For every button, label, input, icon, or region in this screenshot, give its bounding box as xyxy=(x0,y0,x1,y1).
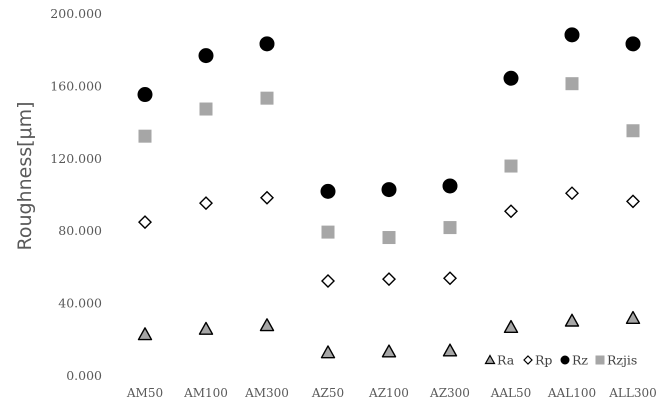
data-point-rzjis xyxy=(260,91,274,105)
data-point-rz xyxy=(137,87,153,103)
x-tick-label: ALL300 xyxy=(608,386,657,400)
legend-marker-triangle-icon xyxy=(484,354,496,365)
data-point-rp xyxy=(504,204,518,219)
data-point-rzjis xyxy=(565,77,579,91)
legend: Ra Rp Rz Rzjis xyxy=(484,353,637,368)
x-tick-label: AAL100 xyxy=(547,386,596,400)
data-markers xyxy=(137,27,641,359)
data-point-rzjis xyxy=(321,225,335,239)
y-tick-label: 0.000 xyxy=(66,368,102,383)
data-point-rp xyxy=(626,194,640,209)
legend-label: Rp xyxy=(535,353,552,368)
data-point-rz xyxy=(198,48,214,64)
data-point-rp xyxy=(443,271,457,286)
data-point-rzjis xyxy=(626,124,640,138)
data-point-rp xyxy=(321,273,335,288)
legend-label: Rzjis xyxy=(607,353,637,368)
data-point-ra xyxy=(442,343,458,357)
data-point-rz xyxy=(503,70,519,86)
x-tick-label: AM300 xyxy=(244,386,289,400)
y-tick-label: 40.000 xyxy=(58,296,102,311)
data-point-ra xyxy=(259,318,275,332)
x-axis-ticks: AM50 AM100 AM300 AZ50 AZ100 AZ300 AAL50 AAL100 A… xyxy=(126,386,657,400)
legend-label: Ra xyxy=(497,353,515,368)
data-point-ra xyxy=(625,310,641,324)
x-tick-label: AM50 xyxy=(126,386,163,400)
data-point-rz xyxy=(564,27,580,43)
x-tick-label: AZ50 xyxy=(311,386,344,400)
data-point-ra xyxy=(137,327,153,341)
legend-marker-diamond-icon xyxy=(523,355,533,365)
y-axis-label: Roughness[μm] xyxy=(14,101,36,250)
x-tick-label: AAL50 xyxy=(490,386,532,400)
data-point-rp xyxy=(565,186,579,201)
y-axis-ticks: 0.000 40.000 80.000 120.000 160.000 200.000 xyxy=(50,6,102,383)
data-point-rz xyxy=(625,36,641,52)
data-point-rz xyxy=(320,183,336,199)
data-point-ra xyxy=(320,345,336,359)
data-point-rp xyxy=(260,190,274,205)
legend-label: Rz xyxy=(572,353,588,368)
legend-item-rz: Rz xyxy=(560,353,588,368)
x-tick-label: AM100 xyxy=(183,386,228,400)
data-point-rzjis xyxy=(382,231,396,245)
data-point-ra xyxy=(564,313,580,327)
series-rzjis xyxy=(138,77,640,245)
y-tick-label: 160.000 xyxy=(50,78,102,93)
y-tick-label: 200.000 xyxy=(50,6,102,21)
data-point-ra xyxy=(503,319,519,334)
data-point-ra xyxy=(198,321,214,335)
data-point-rp xyxy=(199,196,213,211)
legend-marker-square-icon xyxy=(595,355,605,365)
data-point-rzjis xyxy=(504,159,518,173)
legend-item-rzjis: Rzjis xyxy=(595,353,637,368)
data-point-rz xyxy=(442,178,458,194)
series-rz xyxy=(137,27,641,199)
data-point-rz xyxy=(259,36,275,52)
data-point-rzjis xyxy=(199,102,213,116)
x-tick-label: AZ100 xyxy=(368,386,409,400)
legend-marker-circle-icon xyxy=(560,355,570,365)
data-point-rp xyxy=(382,272,396,287)
legend-item-rp: Rp xyxy=(523,353,552,368)
data-point-rzjis xyxy=(138,129,152,143)
legend-item-ra: Ra xyxy=(484,353,515,368)
data-point-rz xyxy=(381,182,397,198)
x-tick-label: AZ300 xyxy=(429,386,470,400)
data-point-ra xyxy=(381,344,397,358)
data-point-rzjis xyxy=(443,221,457,235)
series-rp xyxy=(138,186,640,288)
y-tick-label: 80.000 xyxy=(58,223,102,238)
data-point-rp xyxy=(138,215,152,230)
series-ra xyxy=(137,310,641,359)
y-tick-label: 120.000 xyxy=(50,151,102,166)
